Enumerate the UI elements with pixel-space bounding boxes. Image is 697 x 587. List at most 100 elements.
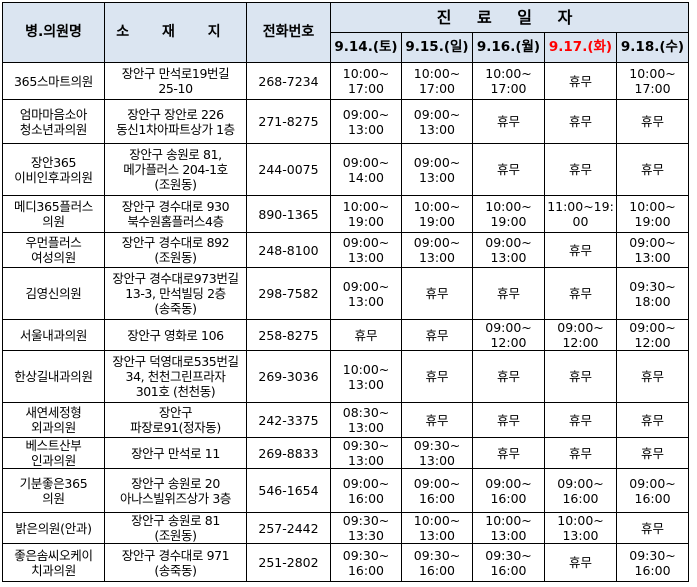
clinic-name-cell: 메디365플러스 의원: [2, 195, 105, 233]
schedule-cell: 11:00~19: 00: [544, 195, 617, 233]
header-date-3: 9.16.(월): [472, 32, 545, 63]
clinic-name-cell: 우먼플러스 여성의원: [2, 232, 105, 268]
phone-cell: 258-8275: [246, 319, 331, 351]
address-cell: 장안구 경수대로 892 (조원동): [104, 232, 247, 268]
address-cell: 장안구 덕영대로535번길 34, 천천그린프라자 301호 (천천동): [104, 350, 247, 403]
schedule-cell: 09:30~ 13:00: [330, 437, 402, 469]
address-cell: 장안구 경수대로 971 (송죽동): [104, 543, 247, 582]
header-date-1: 9.14.(토): [330, 32, 402, 63]
table-row: 장안365 이비인후과의원 장안구 송원로 81, 메가플러스 204-1호 (조…: [2, 143, 690, 196]
schedule-cell: 09:00~ 16:00: [472, 468, 545, 513]
address-cell: 장안구 송원로 20 아나스빌위즈상가 3층: [104, 468, 247, 513]
schedule-cell: 09:30~ 13:00: [401, 437, 473, 469]
schedule-cell: 휴무: [472, 143, 545, 196]
schedule-cell: 휴무: [330, 319, 402, 351]
schedule-cell: 10:00~ 17:00: [615, 62, 690, 100]
clinic-name-cell: 새연세정형 외과의원: [2, 402, 105, 438]
table-row: 엄마마음소아 청소년과의원 장안구 장안로 226 동신1차아파트상가 1층 271…: [2, 99, 690, 144]
schedule-cell: 휴무: [401, 402, 473, 438]
schedule-cell: 09:00~ 16:00: [401, 468, 473, 513]
table-row: 서울내과의원 장안구 영화로 106 258-8275 휴무 휴무 09:00~ 12:0…: [2, 319, 690, 351]
schedule-cell: 09:00~ 12:00: [544, 319, 617, 351]
phone-cell: 251-2802: [246, 543, 331, 582]
schedule-cell: 08:30~ 13:00: [330, 402, 402, 438]
schedule-cell: 09:00~ 13:00: [472, 232, 545, 268]
phone-cell: 242-3375: [246, 402, 331, 438]
schedule-cell: 휴무: [544, 62, 617, 100]
clinic-name-cell: 베스트산부 인과의원: [2, 437, 105, 469]
schedule-cell: 09:00~ 16:00: [330, 468, 402, 513]
schedule-cell: 휴무: [401, 350, 473, 403]
table-row: 한상길내과의원 장안구 덕영대로535번길 34, 천천그린프라자 301호 (천…: [2, 350, 690, 403]
phone-cell: 248-8100: [246, 232, 331, 268]
schedule-cell: 휴무: [401, 319, 473, 351]
schedule-cell: 휴무: [544, 543, 617, 582]
schedule-cell: 10:00~ 17:00: [472, 62, 545, 100]
schedule-cell: 09:00~ 12:00: [472, 319, 545, 351]
address-cell: 장안구 경수대로973번길 13-3, 만석빌딩 2층 (송죽동): [104, 267, 247, 320]
address-cell: 장안구 송원로 81, 메가플러스 204-1호 (조원동): [104, 143, 247, 196]
table-row: 365스마트의원 장안구 만석로19번길 25-10 268-7234 10:00~ …: [2, 62, 690, 100]
schedule-cell: 휴무: [615, 512, 690, 544]
schedule-cell: 09:00~ 13:00: [615, 232, 690, 268]
schedule-cell: 휴무: [472, 350, 545, 403]
schedule-cell: 09:00~ 16:00: [615, 468, 690, 513]
table-row: 기분좋은365 의원 장안구 송원로 20 아나스빌위즈상가 3층 546-1654…: [2, 468, 690, 513]
schedule-cell: 09:00~ 16:00: [544, 468, 617, 513]
address-cell: 장안구 송원로 81 (조원동): [104, 512, 247, 544]
schedule-cell: 09:00~ 13:00: [330, 232, 402, 268]
schedule-cell: 휴무: [615, 437, 690, 469]
header-clinic-name: 병.의원명: [2, 2, 105, 63]
phone-cell: 890-1365: [246, 195, 331, 233]
schedule-cell: 09:00~ 13:00: [401, 99, 473, 144]
schedule-cell: 09:00~ 14:00: [330, 143, 402, 196]
address-cell: 장안구 만석로19번길 25-10: [104, 62, 247, 100]
schedule-cell: 휴무: [544, 99, 617, 144]
clinic-name-cell: 365스마트의원: [2, 62, 105, 100]
phone-cell: 269-3036: [246, 350, 331, 403]
schedule-cell: 10:00~ 17:00: [330, 62, 402, 100]
schedule-cell: 09:30~ 18:00: [615, 267, 690, 320]
schedule-cell: 휴무: [615, 99, 690, 144]
schedule-cell: 휴무: [544, 437, 617, 469]
schedule-cell: 09:30~ 16:00: [472, 543, 545, 582]
schedule-cell: 휴무: [472, 437, 545, 469]
schedule-cell: 휴무: [401, 267, 473, 320]
phone-cell: 268-7234: [246, 62, 331, 100]
schedule-cell: 09:00~ 13:00: [330, 99, 402, 144]
schedule-cell: 휴무: [544, 402, 617, 438]
table-row: 새연세정형 외과의원 장안구 파장로91(정자동) 242-3375 08:30~ 1…: [2, 402, 690, 438]
schedule-cell: 휴무: [544, 143, 617, 196]
phone-cell: 244-0075: [246, 143, 331, 196]
clinic-name-cell: 좋은솜씨오케이 치과의원: [2, 543, 105, 582]
phone-cell: 546-1654: [246, 468, 331, 513]
schedule-cell: 휴무: [615, 402, 690, 438]
schedule-cell: 09:30~ 13:30: [330, 512, 402, 544]
schedule-cell: 휴무: [472, 99, 545, 144]
schedule-cell: 10:00~ 19:00: [401, 195, 473, 233]
schedule-cell: 09:00~ 12:00: [615, 319, 690, 351]
table-row: 좋은솜씨오케이 치과의원 장안구 경수대로 971 (송죽동) 251-2802 09…: [2, 543, 690, 582]
clinic-name-cell: 김영신의원: [2, 267, 105, 320]
schedule-cell: 10:00~ 19:00: [615, 195, 690, 233]
schedule-cell: 휴무: [544, 267, 617, 320]
schedule-cell: 09:00~ 13:00: [401, 143, 473, 196]
schedule-cell: 09:00~ 13:00: [330, 267, 402, 320]
schedule-cell: 10:00~ 17:00: [401, 62, 473, 100]
schedule-cell: 10:00~ 19:00: [472, 195, 545, 233]
clinic-name-cell: 한상길내과의원: [2, 350, 105, 403]
header-date-5: 9.18.(수): [615, 32, 690, 63]
clinic-schedule-table: 병.의원명 소 재 지 전화번호 진 료 일 자 9.14.(토) 9.15.(…: [2, 2, 690, 582]
clinic-name-cell: 엄마마음소아 청소년과의원: [2, 99, 105, 144]
table-row: 우먼플러스 여성의원 장안구 경수대로 892 (조원동) 248-8100 09:0…: [2, 232, 690, 268]
schedule-cell: 휴무: [472, 402, 545, 438]
phone-cell: 269-8833: [246, 437, 331, 469]
clinic-name-cell: 장안365 이비인후과의원: [2, 143, 105, 196]
phone-cell: 257-2442: [246, 512, 331, 544]
schedule-cell: 09:00~ 13:00: [401, 232, 473, 268]
clinic-name-cell: 기분좋은365 의원: [2, 468, 105, 513]
schedule-cell: 10:00~ 13:00: [401, 512, 473, 544]
schedule-cell: 휴무: [615, 143, 690, 196]
address-cell: 장안구 만석로 11: [104, 437, 247, 469]
address-cell: 장안구 경수대로 930 북수원홈플러스4층: [104, 195, 247, 233]
